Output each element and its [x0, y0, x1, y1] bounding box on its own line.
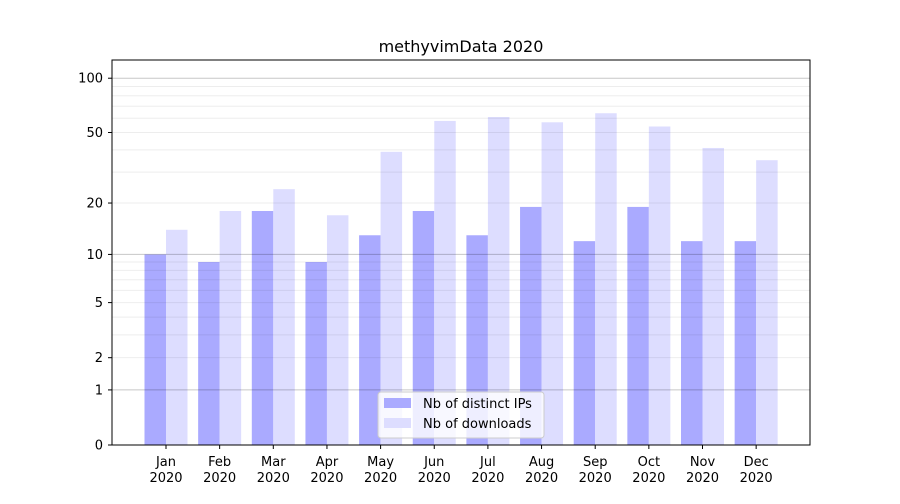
bar-downloads	[380, 151, 403, 445]
bar-downloads	[648, 126, 671, 446]
chart-title: methyvimData 2020	[379, 37, 544, 56]
legend-swatch	[384, 398, 411, 408]
bar-downloads	[166, 229, 188, 445]
bar-downloads	[273, 189, 295, 445]
legend-label: Nb of downloads	[423, 417, 532, 432]
bar-downloads	[756, 160, 778, 445]
legend-label: Nb of distinct IPs	[423, 397, 532, 412]
bar-downloads	[595, 113, 617, 446]
x-tick-label: Sep 2020	[579, 455, 612, 486]
bar-distinct-ips	[412, 210, 435, 445]
y-tick-label: 10	[86, 248, 103, 263]
y-tick-label: 5	[95, 296, 103, 311]
x-tick-label: Nov 2020	[686, 455, 719, 486]
x-tick-label: Dec 2020	[740, 455, 773, 486]
bar-downloads	[326, 215, 349, 445]
bar-downloads	[219, 210, 242, 445]
x-tick-label: Mar 2020	[257, 455, 290, 486]
x-tick-label: Oct 2020	[632, 455, 665, 486]
x-tick-label: Aug 2020	[525, 455, 558, 486]
y-tick-label: 20	[86, 197, 103, 212]
y-tick-label: 50	[86, 126, 103, 141]
legend: Nb of distinct IPs Nb of downloads	[377, 391, 545, 439]
x-tick-label: Apr 2020	[310, 455, 343, 486]
bar-distinct-ips	[251, 210, 274, 445]
y-tick-label: 2	[95, 351, 103, 366]
bar-distinct-ips	[573, 241, 596, 445]
legend-swatch	[384, 418, 411, 428]
legend-box	[377, 391, 545, 439]
bar-distinct-ips	[305, 262, 327, 445]
x-tick-label: Jan 2020	[149, 455, 182, 486]
bar-downloads	[434, 120, 456, 445]
y-tick-label: 1	[95, 383, 103, 398]
bar-distinct-ips	[627, 206, 649, 445]
bar-downloads	[702, 147, 724, 445]
bar-distinct-ips	[198, 262, 220, 445]
x-tick-label: Feb 2020	[203, 455, 236, 486]
x-tick-label: Jul 2020	[471, 455, 504, 486]
bar-distinct-ips	[681, 241, 703, 445]
plot-frame	[111, 59, 811, 446]
y-tick-label: 100	[78, 72, 103, 87]
bar-downloads	[541, 122, 564, 446]
bar-downloads	[487, 116, 510, 446]
x-tick-label: Jun 2020	[418, 455, 451, 486]
x-tick-label: May 2020	[364, 455, 397, 486]
bar-distinct-ips	[734, 241, 757, 445]
bar-distinct-ips	[144, 254, 166, 445]
bar-distinct-ips	[359, 235, 381, 445]
y-tick-label: 0	[95, 439, 103, 454]
bar-distinct-ips	[520, 206, 542, 445]
